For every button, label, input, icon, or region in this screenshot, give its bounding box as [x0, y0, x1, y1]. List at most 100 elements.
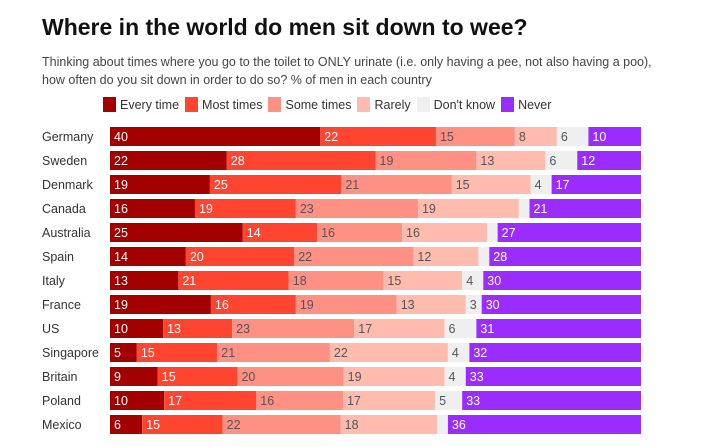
value-label: 6 — [561, 130, 568, 144]
legend-swatch — [185, 97, 199, 112]
bar-segment — [551, 175, 641, 194]
bar-segment — [242, 223, 318, 242]
bar-segment — [178, 271, 289, 290]
bar-segment — [217, 343, 330, 362]
bar-segment — [110, 127, 321, 146]
bar-segment — [110, 415, 143, 434]
legend-label: Every time — [120, 97, 180, 112]
bar-segment — [465, 367, 641, 386]
bar-segment — [110, 247, 186, 266]
value-label: 16 — [114, 202, 128, 216]
value-label: 15 — [146, 418, 160, 432]
bar-segment — [136, 343, 218, 362]
bar-segment — [469, 343, 641, 362]
value-label: 3 — [470, 298, 477, 312]
legend-swatch — [103, 97, 116, 112]
category-label: Australia — [42, 226, 91, 240]
value-label: 13 — [401, 298, 415, 312]
legend-label: Most times — [202, 97, 263, 112]
legend-label: Rarely — [374, 97, 411, 112]
value-label: 19 — [199, 202, 213, 216]
bar-segment — [226, 151, 376, 170]
value-label: 17 — [168, 394, 182, 408]
value-label: 14 — [247, 226, 261, 240]
value-label: 8 — [519, 130, 526, 144]
bar-segment — [295, 295, 397, 314]
value-label: 19 — [114, 298, 128, 312]
value-label: 21 — [533, 202, 547, 216]
bar-segment — [110, 199, 195, 218]
value-label: 25 — [214, 178, 228, 192]
value-label: 33 — [466, 394, 480, 408]
value-label: 40 — [114, 130, 128, 144]
category-label: Singapore — [42, 346, 99, 360]
value-label: 25 — [114, 226, 128, 240]
category-label: Germany — [42, 130, 94, 144]
chart-title: Where in the world do men sit down to we… — [42, 14, 528, 40]
value-label: 22 — [324, 130, 338, 144]
bar-segment — [194, 199, 296, 218]
bar-segment — [288, 271, 384, 290]
bar-segment — [343, 367, 445, 386]
bar-segment — [110, 391, 165, 410]
value-label: 13 — [114, 274, 128, 288]
category-label: Italy — [42, 274, 66, 288]
category-label: Denmark — [42, 178, 93, 192]
value-label: 9 — [114, 370, 121, 384]
bar-segment — [437, 415, 448, 434]
category-label: US — [42, 322, 59, 336]
bar-segment — [476, 151, 546, 170]
value-label: 21 — [345, 178, 359, 192]
value-label: 4 — [535, 178, 542, 192]
bar-segment — [157, 367, 238, 386]
value-label: 18 — [345, 418, 359, 432]
bar-segment — [444, 319, 477, 338]
bar-segment — [110, 271, 179, 290]
value-label: 21 — [182, 274, 196, 288]
bar-segment — [383, 271, 463, 290]
bar-segment — [317, 223, 403, 242]
value-label: 16 — [406, 226, 420, 240]
bar-segment — [110, 343, 137, 362]
value-label: 10 — [114, 322, 128, 336]
bar-segment — [402, 223, 488, 242]
bar-segment — [588, 127, 641, 146]
bar-segment — [340, 415, 438, 434]
value-label: 32 — [473, 346, 487, 360]
bar-segment — [417, 199, 519, 218]
bar-segment — [294, 247, 414, 266]
value-label: 5 — [439, 394, 446, 408]
legend-label: Don't know — [433, 97, 496, 112]
bar-segment — [451, 175, 531, 194]
bar-segment — [481, 295, 641, 314]
value-label: 22 — [227, 418, 241, 432]
category-label: Britain — [42, 370, 77, 384]
value-label: 19 — [380, 154, 394, 168]
bar-segment — [110, 319, 164, 338]
legend-item: Rarely — [357, 97, 411, 112]
legend-item: Every time — [103, 97, 179, 112]
value-label: 15 — [456, 178, 470, 192]
bar-segment — [163, 319, 233, 338]
legend-item: Some times — [268, 97, 351, 112]
value-label: 18 — [293, 274, 307, 288]
bar-segment — [497, 223, 641, 242]
value-label: 19 — [114, 178, 128, 192]
value-label: 17 — [358, 322, 372, 336]
legend-swatch — [501, 97, 515, 112]
value-label: 30 — [487, 274, 501, 288]
bar-segment — [396, 295, 466, 314]
bar-segment — [462, 271, 484, 290]
legend-item: Never — [501, 97, 551, 112]
bar-segment — [465, 295, 482, 314]
value-label: 20 — [190, 250, 204, 264]
value-label: 28 — [231, 154, 245, 168]
legend-item: Don't know — [416, 97, 496, 112]
value-label: 6 — [114, 418, 121, 432]
value-label: 13 — [480, 154, 494, 168]
value-label: 14 — [114, 250, 128, 264]
value-label: 33 — [470, 370, 484, 384]
value-label: 19 — [422, 202, 436, 216]
value-label: 28 — [493, 250, 507, 264]
